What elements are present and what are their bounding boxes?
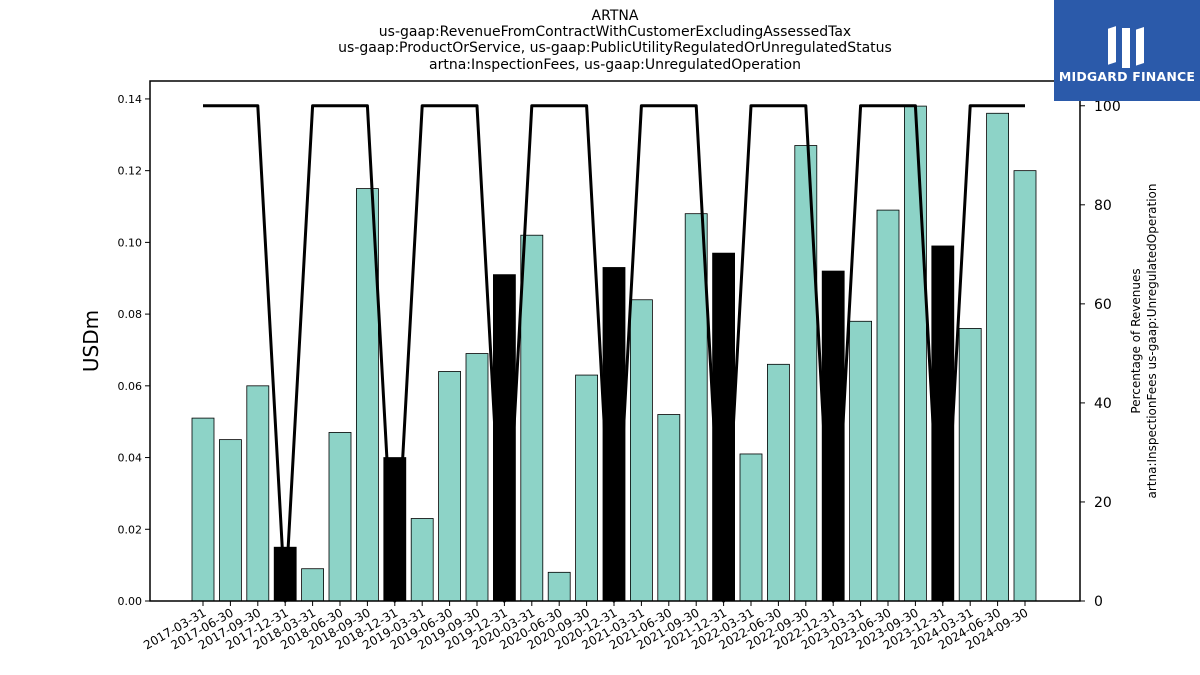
bar-2018-06-30	[328, 432, 352, 602]
bar-2023-12-31	[931, 245, 955, 602]
y-tick-label: 0.14	[118, 93, 143, 106]
midgard-finance-logo: MIDGARD FINANCE	[1054, 0, 1200, 101]
y-tick-label: 0.08	[118, 308, 143, 321]
y2-axis-ticks: 0 20 40 60 80 100	[1080, 99, 1121, 610]
y-tick-label: 0.02	[118, 523, 143, 536]
y-axis-ticks: 0.00 0.02 0.04 0.06 0.08 0.10 0.12 0.14	[118, 93, 150, 608]
y2-tick-label: 20	[1094, 495, 1112, 511]
y-axis-label: USDm	[79, 310, 103, 372]
y2-tick-label: 60	[1094, 297, 1112, 313]
y-tick-label: 0.04	[118, 452, 143, 465]
bar-2023-03-31	[849, 320, 872, 602]
y2-axis-label-line-1: Percentage of Revenues	[1129, 268, 1143, 413]
y2-tick-label: 100	[1094, 99, 1121, 115]
y2-tick-label: 40	[1094, 396, 1112, 412]
bar-2022-09-30	[794, 145, 818, 602]
bar-2020-06-30	[547, 571, 571, 602]
bar-2023-06-30	[876, 209, 900, 602]
bar-2024-09-30	[1013, 170, 1037, 602]
bar-2021-06-30	[657, 414, 681, 602]
logo-text: MIDGARD FINANCE	[1058, 69, 1196, 84]
bar-series	[191, 105, 1037, 602]
chart-title-line-4: artna:InspectionFees, us-gaap:Unregulate…	[429, 57, 801, 73]
bar-2019-03-31	[410, 518, 434, 602]
bar-2022-03-31	[739, 453, 763, 602]
bar-2017-03-31	[191, 417, 215, 602]
axes	[149, 80, 1081, 602]
bar-2020-03-31	[520, 234, 544, 602]
bar-2024-03-31	[958, 328, 982, 602]
bar-2017-09-30	[246, 385, 270, 602]
bar-2019-06-30	[438, 371, 462, 602]
chart-title: ARTNA us-gaap:RevenueFromContractWithCus…	[338, 8, 892, 73]
bar-2018-03-31	[301, 568, 325, 602]
y-tick-label: 0.10	[118, 236, 143, 249]
chart-title-line-3: us-gaap:ProductOrService, us-gaap:Public…	[338, 40, 892, 56]
bar-2020-09-30	[575, 374, 598, 602]
bar-2021-03-31	[630, 299, 653, 602]
bar-2021-12-31	[712, 252, 735, 602]
y-tick-label: 0.00	[118, 595, 143, 608]
bar-2023-09-30	[904, 105, 927, 602]
x-axis-ticks: 2017-03-312017-06-302017-09-302017-12-31…	[141, 601, 1031, 652]
bar-2019-09-30	[465, 353, 489, 602]
y2-tick-label: 0	[1094, 594, 1103, 610]
bar-2022-06-30	[767, 363, 790, 602]
chart-title-line-2: us-gaap:RevenueFromContractWithCustomerE…	[379, 24, 851, 40]
chart-title-line-1: ARTNA	[592, 8, 639, 24]
plot-frame	[149, 80, 1081, 602]
y-tick-label: 0.06	[118, 380, 143, 393]
y-tick-label: 0.12	[118, 165, 143, 178]
bar-2024-06-30	[986, 112, 1009, 602]
y2-axis-label-line-2: artna:InspectionFees us-gaap:Unregulated…	[1145, 184, 1159, 499]
logo-icon	[1108, 26, 1144, 68]
bar-2017-06-30	[218, 439, 242, 602]
bar-2020-12-31	[602, 267, 626, 602]
y2-tick-label: 80	[1094, 198, 1112, 214]
